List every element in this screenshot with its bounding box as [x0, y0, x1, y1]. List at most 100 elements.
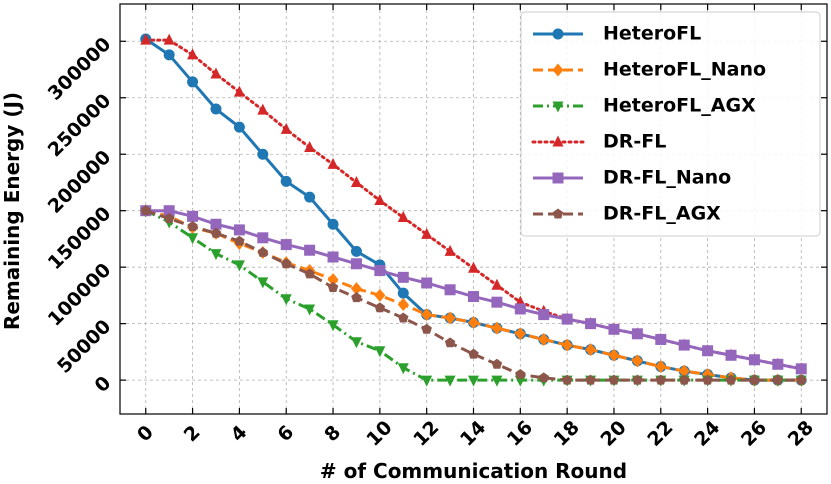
data-point-dr-fl-agx — [280, 258, 292, 269]
legend-marker — [552, 172, 564, 184]
data-point-dr-fl — [327, 157, 339, 169]
data-point-dr-fl-agx — [351, 292, 362, 303]
data-point-dr-fl-nano — [397, 271, 409, 283]
series-line-heterofl-agx — [145, 209, 802, 382]
data-point-dr-fl-nano — [772, 358, 784, 370]
legend-marker — [552, 63, 564, 77]
data-point-heterofl-agx — [421, 375, 433, 387]
data-point-heterofl — [163, 49, 175, 61]
data-point-dr-fl — [374, 194, 386, 206]
data-point-dr-fl-agx — [234, 235, 245, 246]
data-point-heterofl — [327, 218, 339, 230]
data-point-heterofl-nano — [327, 273, 339, 287]
data-point-dr-fl — [163, 33, 175, 45]
data-point-dr-fl-nano — [561, 313, 573, 325]
data-point-dr-fl-nano — [327, 251, 339, 263]
legend-entry-heterofl-agx: HeteroFL_AGX — [533, 95, 756, 117]
data-point-dr-fl — [257, 103, 269, 115]
legend-label: DR-FL_Nano — [603, 167, 731, 189]
data-point-heterofl-nano — [350, 282, 362, 296]
data-point-dr-fl-agx — [468, 348, 479, 359]
data-point-dr-fl — [397, 210, 409, 222]
data-point-dr-fl — [140, 33, 152, 45]
legend-marker — [552, 28, 564, 40]
legend-entry-heterofl-nano: HeteroFL_Nano — [533, 59, 766, 81]
data-point-dr-fl-nano — [257, 232, 269, 244]
data-point-dr-fl-nano — [538, 309, 550, 321]
data-point-dr-fl-nano — [421, 277, 433, 289]
data-point-heterofl-nano — [608, 348, 620, 362]
data-point-dr-fl-agx — [187, 221, 198, 231]
legend-box — [520, 11, 821, 237]
data-point-dr-fl-agx — [374, 302, 386, 313]
legend-label: HeteroFL_AGX — [603, 95, 756, 117]
data-point-dr-fl-agx — [561, 374, 573, 385]
data-point-heterofl-nano — [538, 332, 550, 346]
data-point-dr-fl-nano — [678, 339, 690, 351]
data-point-heterofl-agx — [491, 375, 503, 387]
legend-label: HeteroFL — [603, 23, 701, 45]
data-point-dr-fl-nano — [655, 333, 667, 345]
data-point-dr-fl-nano — [374, 265, 386, 277]
data-point-heterofl-nano — [678, 364, 690, 378]
data-point-heterofl-nano — [631, 354, 643, 368]
data-point-dr-fl-agx — [421, 323, 432, 334]
data-point-heterofl-agx — [350, 337, 362, 349]
legend-marker — [552, 208, 564, 219]
legend-entry-dr-fl-nano: DR-FL_Nano — [533, 167, 731, 189]
data-point-dr-fl-agx — [491, 358, 503, 369]
data-point-dr-fl-agx — [515, 368, 526, 379]
data-point-dr-fl-nano — [187, 210, 199, 222]
data-point-dr-fl-agx — [398, 312, 409, 323]
data-point-dr-fl-nano — [585, 318, 597, 330]
data-point-dr-fl-nano — [233, 224, 245, 236]
data-point-dr-fl-agx — [327, 281, 339, 292]
data-point-heterofl — [233, 121, 245, 133]
data-point-dr-fl — [350, 175, 362, 187]
data-point-heterofl — [397, 287, 409, 299]
legend-entry-heterofl: HeteroFL — [533, 23, 701, 45]
data-point-heterofl — [350, 245, 362, 257]
legend-label: DR-FL — [603, 131, 666, 153]
x-axis-label: # of Communication Round — [320, 459, 627, 483]
data-point-dr-fl-agx — [702, 374, 713, 385]
data-point-dr-fl-nano — [468, 291, 479, 303]
data-point-heterofl — [210, 103, 222, 115]
data-point-heterofl — [257, 148, 269, 160]
data-point-heterofl-agx — [257, 277, 269, 289]
data-point-dr-fl-agx — [163, 213, 175, 224]
data-point-dr-fl-agx — [772, 374, 784, 385]
data-point-heterofl — [187, 76, 199, 88]
legend-marker — [552, 135, 564, 147]
data-point-heterofl-nano — [655, 360, 667, 374]
data-point-dr-fl-agx — [585, 374, 596, 385]
data-point-dr-fl-nano — [163, 205, 175, 217]
legend-label: DR-FL_AGX — [603, 203, 721, 225]
data-point-dr-fl — [210, 67, 222, 79]
data-point-dr-fl — [304, 140, 316, 152]
data-point-dr-fl — [233, 85, 245, 97]
data-point-heterofl-agx — [304, 304, 316, 316]
legend-label: HeteroFL_Nano — [603, 59, 766, 81]
legend-entry-dr-fl: DR-FL — [531, 131, 666, 153]
data-point-heterofl-nano — [585, 343, 597, 357]
data-point-heterofl-nano — [444, 311, 456, 325]
data-point-dr-fl — [468, 261, 479, 273]
data-point-dr-fl-nano — [350, 258, 362, 270]
data-point-dr-fl — [421, 227, 433, 239]
data-point-dr-fl — [444, 244, 456, 256]
legend-entry-dr-fl-agx: DR-FL_AGX — [533, 203, 721, 225]
data-point-dr-fl-nano — [748, 354, 760, 366]
data-point-heterofl-agx — [397, 363, 409, 375]
data-point-dr-fl — [187, 48, 199, 60]
data-point-dr-fl-nano — [702, 345, 714, 357]
data-point-dr-fl-agx — [210, 227, 222, 238]
data-point-dr-fl-agx — [632, 374, 643, 385]
data-point-dr-fl-nano — [444, 284, 456, 296]
data-point-heterofl-agx — [374, 346, 386, 358]
data-point-heterofl-nano — [491, 321, 503, 335]
data-point-dr-fl-nano — [725, 349, 737, 361]
data-point-dr-fl-agx — [796, 374, 807, 385]
series-dr-fl-agx — [140, 205, 807, 385]
